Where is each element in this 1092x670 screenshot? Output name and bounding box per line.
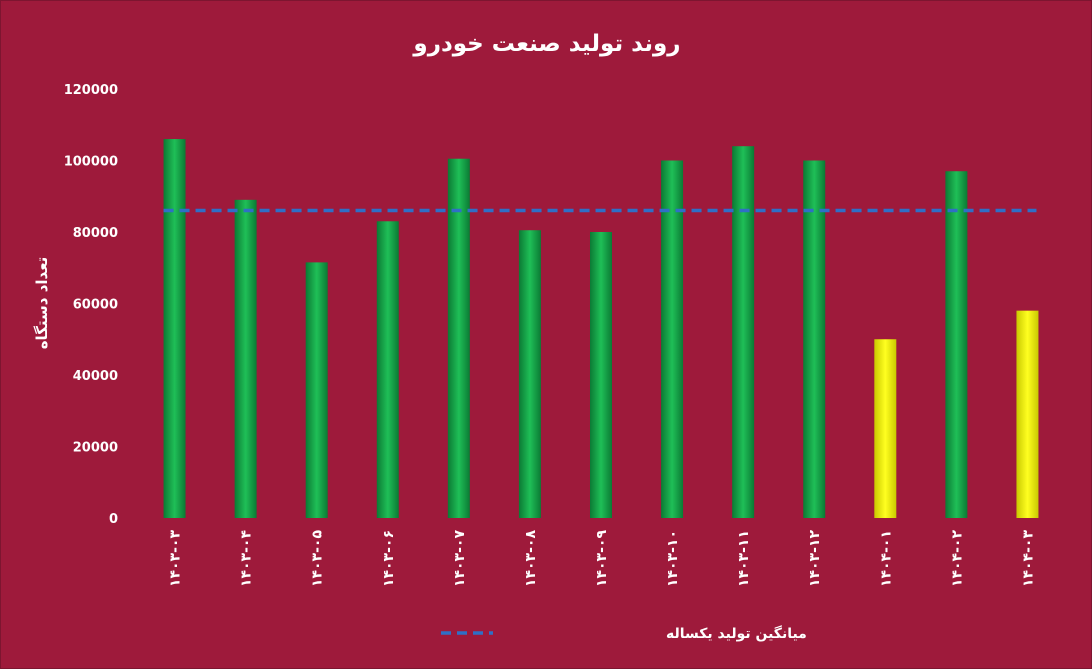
x-tick-label: ۱۴۰۳-۰۵ — [310, 530, 326, 588]
bar — [518, 230, 541, 518]
y-tick-label: 20000 — [73, 441, 118, 456]
legend-label-average: میانگین تولید یکساله — [666, 625, 807, 642]
x-tick-label: ۱۴۰۳-۰۸ — [523, 530, 539, 588]
legend: میانگین تولید یکساله — [441, 625, 807, 642]
x-tick-label: ۱۴۰۴-۰۲ — [949, 530, 965, 588]
y-tick-label: 60000 — [73, 298, 118, 313]
y-tick-label: 0 — [109, 512, 118, 527]
bar — [874, 339, 897, 518]
y-tick-label: 80000 — [73, 226, 118, 241]
bar — [803, 160, 826, 518]
x-tick-label: ۱۴۰۳-۰۷ — [452, 530, 468, 588]
x-tick-label: ۱۴۰۴-۰۱ — [878, 530, 894, 587]
bar — [376, 221, 399, 518]
bar — [590, 232, 612, 518]
bar — [945, 171, 968, 518]
bar — [305, 262, 328, 518]
bar — [447, 158, 470, 518]
bar — [234, 199, 257, 518]
bar — [1016, 310, 1039, 518]
x-tick-label: ۱۴۰۳-۰۳ — [168, 530, 184, 588]
chart-title: روند تولید صنعت خودرو — [412, 31, 680, 57]
y-tick-label: 100000 — [64, 155, 118, 170]
y-axis-ticks: 0 20000 40000 60000 80000 100000 120000 — [64, 83, 118, 527]
x-axis-ticks: ۱۴۰۳-۰۳ ۱۴۰۳-۰۴ ۱۴۰۳-۰۵ ۱۴۰۳-۰۶ ۱۴۰۳-۰۷ ۱۴۰۳-… — [168, 530, 1037, 588]
x-tick-label: ۱۴۰۳-۰۴ — [239, 530, 255, 588]
bar — [661, 160, 684, 518]
x-tick-label: ۱۴۰۳-۱۰ — [665, 530, 681, 587]
x-tick-label: ۱۴۰۳-۰۶ — [381, 530, 397, 587]
y-tick-label: 120000 — [64, 83, 118, 98]
x-tick-label: ۱۴۰۳-۱۱ — [736, 530, 752, 587]
x-tick-label: ۱۴۰۴-۰۳ — [1020, 530, 1036, 588]
x-tick-label: ۱۴۰۳-۰۹ — [594, 530, 610, 588]
bar-series — [163, 139, 1039, 519]
bar — [163, 139, 186, 519]
bar — [732, 146, 755, 518]
y-tick-label: 40000 — [73, 369, 118, 384]
x-tick-label: ۱۴۰۳-۱۲ — [807, 530, 823, 588]
y-axis-label: تعداد دستگاه — [33, 257, 51, 350]
